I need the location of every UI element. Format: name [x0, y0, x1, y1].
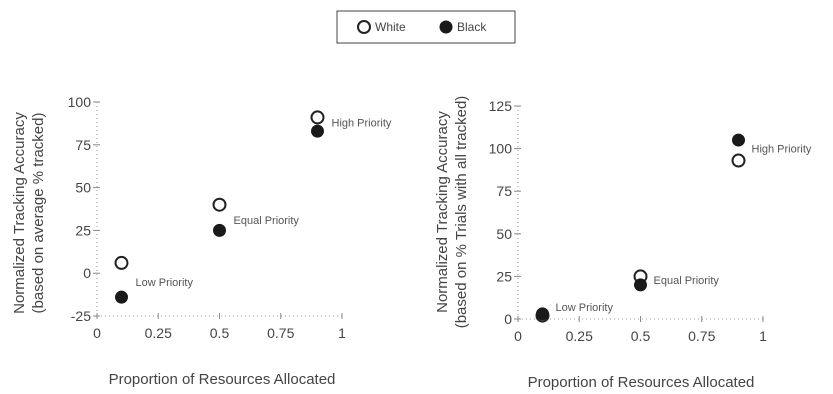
right-y-tick-label: 100 — [489, 141, 513, 157]
left-annotation-label: Equal Priority — [234, 215, 300, 227]
legend: White Black — [336, 10, 516, 44]
left-x-tick-label: 1 — [338, 325, 346, 341]
right-y-tick-label: 25 — [496, 268, 512, 284]
left-white-point — [114, 255, 129, 270]
legend-white-label: White — [375, 20, 406, 34]
right-x-tick-label: 1 — [759, 328, 767, 344]
right-annotation-label: Equal Priority — [654, 275, 720, 287]
right-y-tick-label: 125 — [489, 98, 513, 114]
right-annotations: Low Priority Equal Priority High Priority — [556, 144, 812, 314]
left-y-axis-label-line2: (based on average % tracked) — [30, 113, 47, 314]
left-axes — [96, 102, 342, 317]
left-x-tick-label: 0.25 — [145, 325, 172, 341]
right-x-tick-label: 0.5 — [631, 328, 651, 344]
right-white-point — [731, 153, 746, 168]
left-black-point — [115, 290, 128, 304]
right-x-ticks: 0 0.25 0.5 0.75 1 — [514, 316, 767, 344]
right-black-point — [634, 278, 647, 292]
left-y-ticks: 100 75 50 25 0 -25 — [68, 94, 100, 324]
left-x-tick-label: 0.75 — [267, 325, 294, 341]
left-x-axis-label: Proportion of Resources Allocated — [109, 371, 336, 388]
left-y-axis-label-line1: Normalized Tracking Accuracy — [11, 112, 28, 314]
left-y-tick-label: 50 — [75, 180, 91, 196]
right-annotation-label: High Priority — [752, 144, 812, 156]
right-y-tick-label: 75 — [496, 183, 512, 199]
legend-black-label: Black — [457, 20, 487, 34]
right-x-axis-label: Proportion of Resources Allocated — [528, 374, 755, 391]
right-y-axis-label-line1: Normalized Tracking Accuracy — [434, 111, 451, 313]
right-y-tick-label: 0 — [504, 311, 512, 327]
right-black-point — [732, 133, 745, 147]
right-annotation-label: Low Priority — [556, 302, 614, 314]
left-y-tick-label: 0 — [83, 265, 91, 281]
left-black-point — [311, 124, 324, 138]
left-y-tick-label: 25 — [75, 222, 91, 238]
left-y-tick-label: 75 — [75, 137, 91, 153]
left-white-point — [212, 197, 227, 212]
right-y-axis-label-line2: (based on % Trials with all tracked) — [453, 96, 470, 329]
left-annotation-label: High Priority — [332, 118, 392, 130]
left-y-tick-label: -25 — [71, 308, 91, 324]
right-x-tick-label: 0.25 — [566, 328, 593, 344]
right-black-point — [536, 307, 549, 321]
right-points — [535, 133, 746, 323]
right-y-ticks: 125 100 75 50 25 0 — [489, 98, 521, 327]
left-white-point — [310, 110, 325, 125]
left-black-point — [213, 223, 226, 237]
legend-white-marker — [357, 20, 371, 34]
right-x-tick-label: 0 — [514, 328, 522, 344]
left-points — [114, 110, 325, 304]
left-x-tick-label: 0 — [93, 325, 101, 341]
right-x-tick-label: 0.75 — [688, 328, 715, 344]
left-annotations: Low Priority Equal Priority High Priority — [136, 118, 392, 289]
left-x-tick-label: 0.5 — [210, 325, 230, 341]
left-annotation-label: Low Priority — [136, 277, 194, 289]
left-y-tick-label: 100 — [68, 94, 92, 110]
right-y-tick-label: 50 — [496, 226, 512, 242]
right-axes — [517, 106, 763, 320]
left-x-ticks: 0 0.25 0.5 0.75 1 — [93, 313, 346, 341]
legend-black-marker — [439, 20, 453, 34]
right-scatter-panel: 0 0.25 0.5 0.75 1 125 100 75 50 25 0 Proportion o… — [434, 96, 812, 391]
